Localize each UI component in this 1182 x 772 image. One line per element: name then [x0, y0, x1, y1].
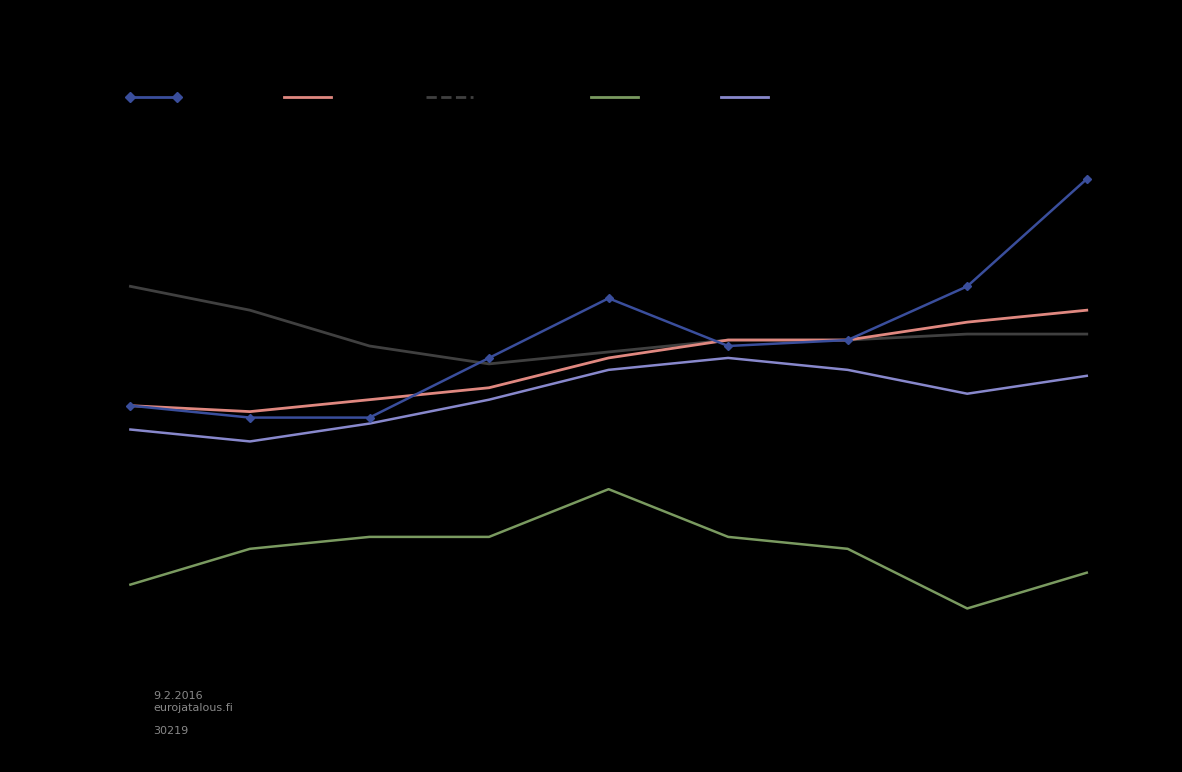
- Text: 9.2.2016
eurojatalous.fi

30219: 9.2.2016 eurojatalous.fi 30219: [154, 691, 234, 736]
